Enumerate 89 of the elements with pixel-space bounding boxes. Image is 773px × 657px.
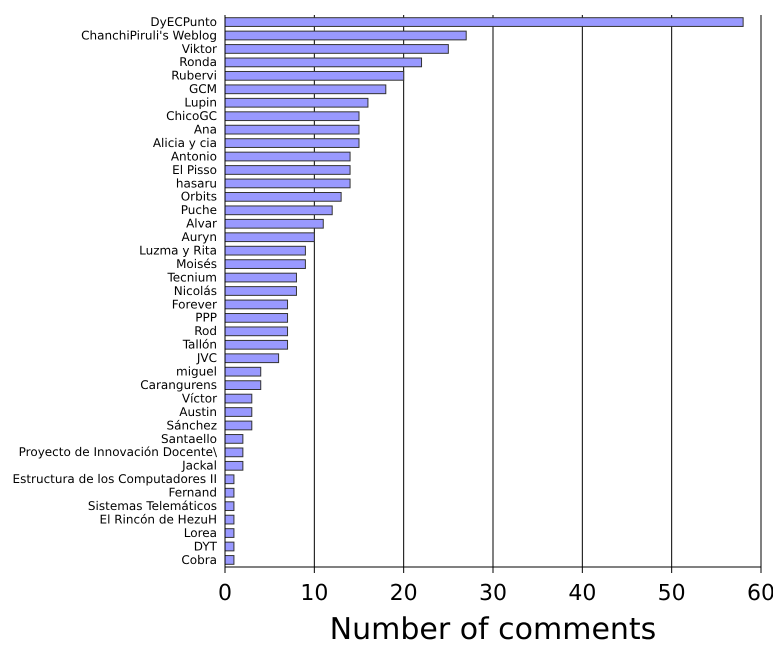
bar bbox=[224, 272, 297, 282]
y-tick-label: Ronda bbox=[179, 55, 217, 70]
bar bbox=[224, 488, 234, 498]
bar bbox=[224, 326, 288, 336]
y-tick-label: El Rincón de HezuH bbox=[99, 512, 217, 526]
y-tick-label: Fernand bbox=[168, 486, 217, 500]
bar bbox=[224, 124, 360, 135]
x-tick-label: 50 bbox=[658, 581, 686, 606]
bar bbox=[224, 555, 234, 565]
bar bbox=[224, 44, 449, 54]
y-tick-label: Jackal bbox=[181, 458, 217, 473]
bar bbox=[224, 340, 288, 350]
bar bbox=[224, 407, 252, 417]
y-tick-label: Lupin bbox=[184, 96, 217, 110]
y-tick-label: JVC bbox=[196, 351, 217, 366]
y-tick-label: ChanchiPiruli's Weblog bbox=[81, 28, 217, 42]
y-tick-label: Forever bbox=[172, 297, 218, 312]
y-tick-label: DYT bbox=[194, 539, 218, 554]
y-tick-label: miguel bbox=[176, 364, 217, 379]
y-tick-label: Cobra bbox=[181, 552, 217, 567]
y-tick-label: Rod bbox=[194, 324, 217, 338]
y-tick-label: Auryn bbox=[182, 230, 217, 244]
y-tick-label: Tecnium bbox=[166, 270, 217, 284]
bar bbox=[224, 111, 360, 122]
y-tick-label: Tallón bbox=[182, 338, 217, 352]
bar bbox=[224, 58, 422, 68]
bar bbox=[224, 528, 234, 538]
x-tick-label: 30 bbox=[479, 581, 507, 606]
y-tick-label: Puche bbox=[180, 203, 217, 218]
y-tick-label: Estructura de los Computadores II bbox=[12, 472, 217, 486]
bar bbox=[224, 501, 234, 512]
y-tick-label: Viktor bbox=[182, 42, 218, 56]
bar bbox=[224, 259, 306, 269]
bar bbox=[224, 366, 262, 377]
bar bbox=[224, 300, 288, 310]
bar bbox=[224, 205, 333, 216]
bar bbox=[224, 474, 234, 484]
x-tick-label: 10 bbox=[300, 581, 328, 606]
x-tick-label: 40 bbox=[568, 581, 596, 606]
bar bbox=[224, 434, 244, 444]
y-tick-label: Proyecto de Innovación Docente\ bbox=[18, 445, 218, 460]
bar bbox=[224, 192, 342, 202]
y-tick-label: Austin bbox=[179, 404, 217, 419]
bar bbox=[224, 70, 404, 81]
bar bbox=[224, 514, 234, 524]
y-tick-label: Santaello bbox=[160, 432, 217, 446]
bar bbox=[224, 98, 368, 108]
bar bbox=[224, 353, 280, 364]
bar bbox=[224, 380, 262, 390]
y-tick-label: Sánchez bbox=[166, 418, 217, 432]
bar bbox=[224, 178, 351, 188]
bar bbox=[224, 30, 467, 40]
y-tick-label: El Pisso bbox=[172, 162, 217, 177]
bar bbox=[224, 313, 288, 323]
bar bbox=[224, 17, 744, 27]
y-tick-label: hasaru bbox=[176, 176, 217, 190]
bar bbox=[224, 420, 252, 430]
bar bbox=[224, 542, 234, 552]
y-tick-label: PPP bbox=[195, 310, 217, 325]
y-tick-label: Ana bbox=[194, 122, 217, 136]
x-tick-label: 0 bbox=[218, 581, 232, 606]
bar bbox=[224, 246, 306, 256]
y-tick-label: DyECPunto bbox=[150, 14, 217, 29]
y-tick-label: Luzma y Rita bbox=[139, 244, 217, 258]
bar bbox=[224, 84, 386, 94]
y-tick-label: Alicia y cia bbox=[152, 136, 217, 150]
y-tick-label: Sistemas Telemáticos bbox=[88, 498, 217, 513]
x-tick-label: 20 bbox=[390, 581, 418, 606]
x-axis-title: Number of comments bbox=[330, 612, 656, 647]
y-tick-label: Antonio bbox=[170, 149, 217, 164]
y-tick-label: Rubervi bbox=[171, 68, 217, 83]
bar bbox=[224, 394, 252, 404]
y-tick-label: Alvar bbox=[186, 216, 218, 231]
bar bbox=[224, 232, 315, 242]
bar bbox=[224, 138, 360, 148]
y-tick-label: Orbits bbox=[180, 190, 217, 204]
bar bbox=[224, 286, 297, 296]
y-tick-label: ChicoGC bbox=[166, 109, 217, 124]
bar bbox=[224, 152, 351, 162]
bar bbox=[224, 165, 351, 175]
bar bbox=[224, 447, 244, 458]
y-tick-label: Moisés bbox=[176, 256, 217, 271]
y-tick-label: Lorea bbox=[184, 526, 217, 540]
y-tick-label: Nicolás bbox=[174, 284, 217, 298]
y-tick-label: GCM bbox=[188, 82, 217, 96]
bar bbox=[224, 460, 244, 471]
y-tick-label: Víctor bbox=[182, 391, 218, 406]
y-tick-label: Carangurens bbox=[140, 378, 217, 392]
bar bbox=[224, 218, 324, 229]
